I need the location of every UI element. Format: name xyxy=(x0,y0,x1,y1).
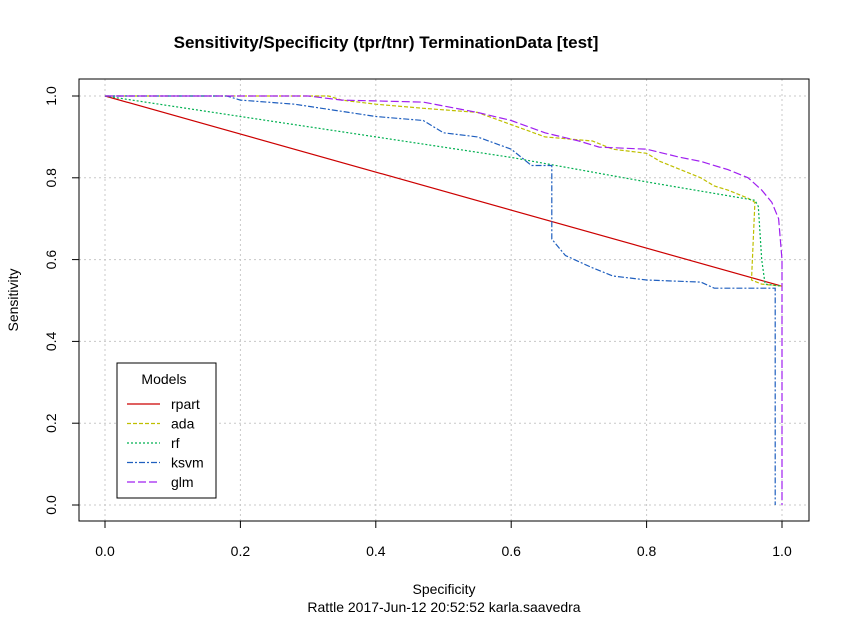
x-tick-label: 0.2 xyxy=(231,543,251,559)
x-tick-label: 0.4 xyxy=(366,543,386,559)
legend-label-rf: rf xyxy=(171,435,180,451)
chart-subtitle: Rattle 2017-Jun-12 20:52:52 karla.saaved… xyxy=(307,599,580,615)
series-line-ada xyxy=(105,95,783,287)
x-tick-label: 0.8 xyxy=(637,543,657,559)
y-axis-label: Sensitivity xyxy=(5,268,21,331)
x-tick-label: 1.0 xyxy=(772,543,792,559)
legend: Models rpart ada rf ksvm glm xyxy=(116,362,217,499)
legend-title: Models xyxy=(141,371,186,387)
x-axis: 0.0 0.2 0.4 0.6 0.8 1.0 xyxy=(95,520,792,559)
legend-label-ada: ada xyxy=(171,416,195,432)
y-tick-label: 0.0 xyxy=(43,495,59,515)
y-tick-label: 0.6 xyxy=(43,250,59,270)
y-tick-label: 0.2 xyxy=(43,413,59,433)
series-line-rf xyxy=(104,95,783,287)
y-axis: 0.0 0.2 0.4 0.6 0.8 1.0 xyxy=(43,86,80,515)
x-tick-label: 0.0 xyxy=(95,543,115,559)
series-line-glm xyxy=(105,95,783,505)
chart-title: Sensitivity/Specificity (tpr/tnr) Termin… xyxy=(174,33,599,52)
y-tick-label: 0.8 xyxy=(43,168,59,188)
legend-label-ksvm: ksvm xyxy=(171,455,204,471)
legend-label-rpart: rpart xyxy=(171,396,200,412)
series-line-ksvm xyxy=(105,95,776,505)
series-line-rpart xyxy=(104,95,783,287)
x-tick-label: 0.6 xyxy=(501,543,521,559)
x-axis-label: Specificity xyxy=(412,581,475,597)
y-tick-label: 1.0 xyxy=(43,86,59,106)
legend-label-glm: glm xyxy=(171,474,194,490)
y-tick-label: 0.4 xyxy=(43,331,59,351)
legend-box xyxy=(116,362,217,499)
series-group xyxy=(104,95,783,505)
